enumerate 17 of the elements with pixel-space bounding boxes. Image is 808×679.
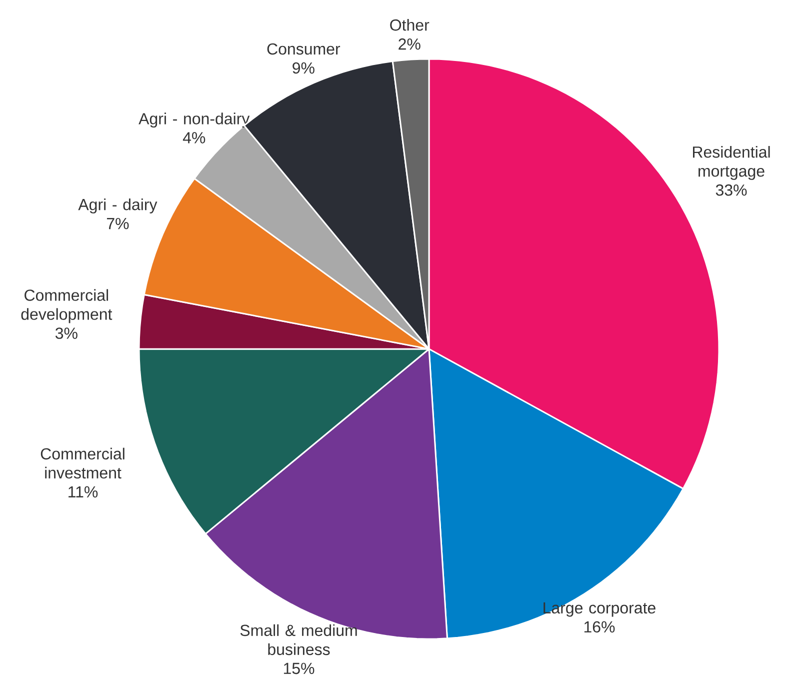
slice-label: Agri - dairy [78,198,158,214]
data-label: 4% [182,132,206,144]
data-label: 9% [292,62,314,74]
slice-label: Consumer [267,43,340,55]
slice-label: Commercial development [21,289,112,324]
data-label: 11% [68,486,98,498]
slice-label: Residential mortgage [693,146,770,180]
slice-label: Agri - non-dairy [138,112,250,128]
slice-label: Other [390,18,430,31]
data-label: 33% [716,184,747,196]
slice-label: Commercial investment [40,448,124,479]
data-label: 16% [584,621,615,633]
data-label: 7% [106,218,129,230]
data-label: 3% [55,328,78,339]
data-label: 15% [284,662,314,674]
data-label: 2% [398,38,420,50]
slice-label: Small & medium business [240,624,357,656]
